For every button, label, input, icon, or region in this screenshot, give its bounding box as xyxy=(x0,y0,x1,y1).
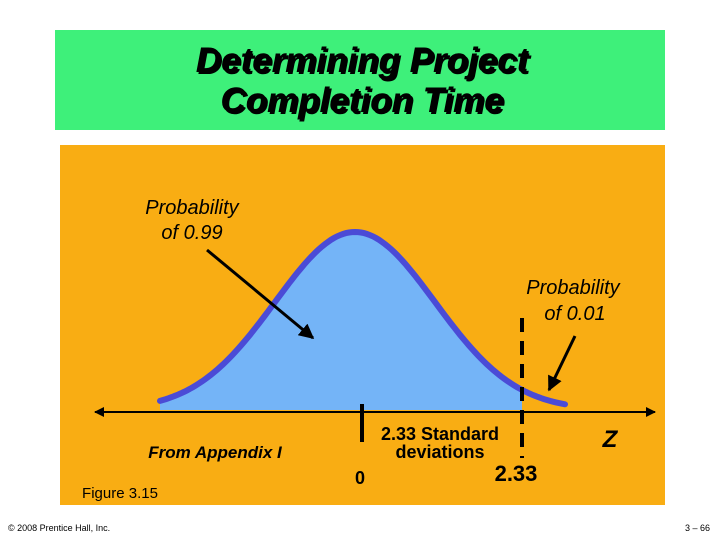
footer: © 2008 Prentice Hall, Inc. xyxy=(8,523,110,533)
title: Completion Time xyxy=(220,81,503,120)
label: Figure 3.15 xyxy=(82,485,158,502)
label: 2.33 xyxy=(495,461,538,486)
label: Z xyxy=(602,426,619,453)
arrow xyxy=(206,248,315,340)
title-shadow: Completion Time xyxy=(222,83,505,122)
title: Determining Project xyxy=(196,41,530,80)
label: of 0.01 xyxy=(544,303,605,325)
label: of 0.99 xyxy=(161,222,222,244)
label: 2.33 Standard xyxy=(381,424,499,444)
title-shadow: Determining Project xyxy=(198,43,532,82)
title-box xyxy=(55,30,665,130)
footer: 3 – 66 xyxy=(685,523,710,533)
shaded-area xyxy=(160,232,522,410)
normal-curve xyxy=(157,228,568,408)
label: deviations xyxy=(395,442,484,462)
label: Probability xyxy=(145,197,239,219)
arrow xyxy=(547,335,577,392)
label: Probability xyxy=(526,277,620,299)
label: 0 xyxy=(355,468,365,488)
label: From Appendix I xyxy=(148,443,283,462)
